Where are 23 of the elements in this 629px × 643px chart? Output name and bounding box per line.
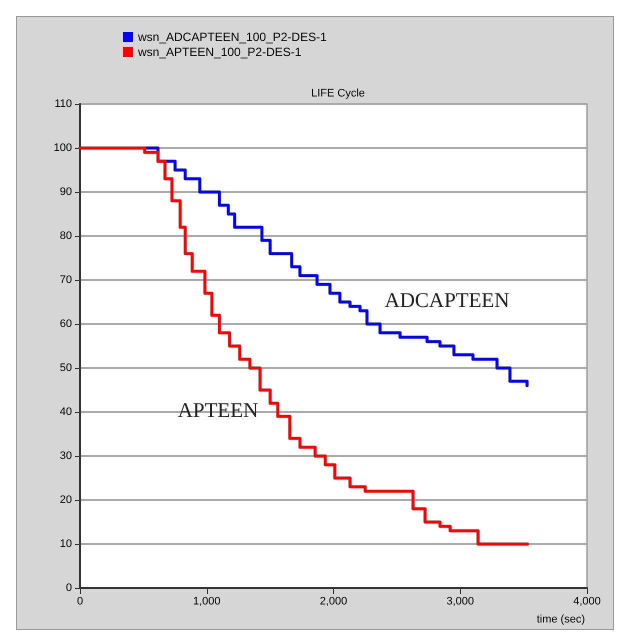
x-tick-label: 4,000 (573, 596, 601, 608)
x-tick-label: 1,000 (192, 596, 221, 608)
y-tick-label: 40 (60, 406, 72, 418)
y-tick-label: 30 (60, 450, 72, 462)
chart-title: LIFE Cycle (311, 88, 365, 100)
legend-label: wsn_APTEEN_100_P2-DES-1 (137, 45, 302, 59)
y-tick-label: 20 (60, 494, 72, 506)
x-tick-label: 0 (76, 596, 84, 608)
y-tick-label: 50 (60, 362, 72, 374)
legend-label: wsn_ADCAPTEEN_100_P2-DES-1 (137, 30, 328, 44)
y-tick-label: 90 (60, 186, 72, 198)
x-tick-label: 2,000 (320, 596, 348, 608)
y-tick-label: 70 (60, 274, 72, 286)
y-tick-label: 10 (60, 538, 72, 550)
y-tick-label: 110 (54, 98, 72, 110)
y-tick-label: 0 (66, 582, 72, 594)
y-tick-label: 100 (54, 142, 72, 154)
y-tick-label: 80 (60, 230, 72, 242)
y-tick-label: 60 (60, 318, 72, 330)
x-axis-title: time (sec) (536, 614, 585, 626)
annotation: APTEEN (178, 398, 258, 422)
x-tick-label: 3,000 (446, 596, 474, 608)
annotation: ADCAPTEEN (384, 288, 510, 312)
